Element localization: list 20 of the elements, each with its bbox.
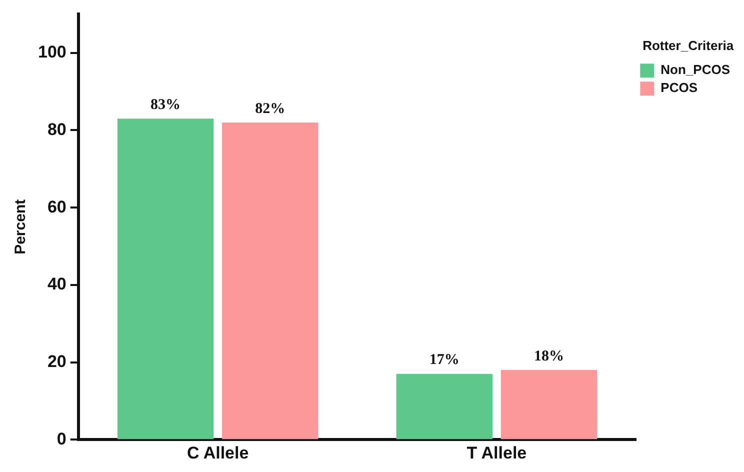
legend-label: PCOS — [660, 80, 698, 96]
y-axis-title: Percent — [12, 199, 30, 254]
legend-title: Rotter_Criteria — [642, 38, 734, 54]
bar — [396, 374, 493, 440]
y-tick-label: 100 — [38, 42, 66, 62]
y-tick-label: 0 — [56, 429, 66, 448]
data-label: 18% — [534, 348, 564, 364]
y-tick-label: 20 — [47, 352, 66, 371]
data-label: 82% — [255, 100, 286, 117]
data-label: 17% — [429, 352, 460, 368]
bar — [500, 370, 598, 440]
legend-label: Non_PCOS — [660, 62, 730, 78]
bar — [222, 122, 318, 440]
y-tick-label: 40 — [47, 274, 66, 294]
bar — [117, 118, 214, 440]
y-tick-label: 80 — [47, 120, 66, 139]
y-tick-label: 60 — [47, 197, 66, 216]
data-label: 83% — [150, 96, 181, 113]
x-tick-label: T Allele — [466, 443, 527, 462]
x-tick-label: C Allele — [186, 443, 249, 462]
